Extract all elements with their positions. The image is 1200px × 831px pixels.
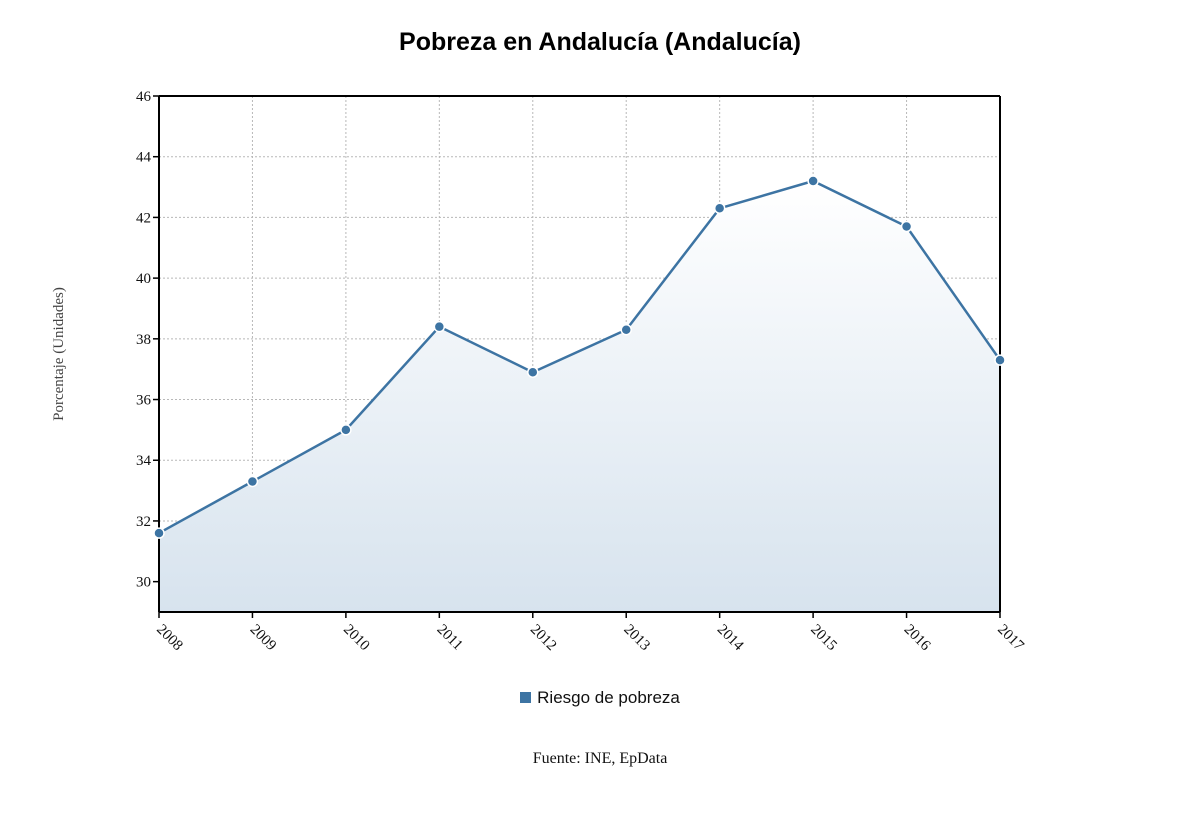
y-axis-ticks: 30 32 34 36 38 40 42 44 46 (136, 89, 159, 591)
x-axis-ticks: 2008 2009 2010 2011 2012 2013 2014 2015 2016 2017 (153, 612, 1027, 654)
source-note: Fuente: INE, EpData (532, 750, 668, 767)
data-point[interactable] (433, 320, 446, 333)
x-tick-label: 2013 (620, 622, 653, 655)
data-point[interactable] (527, 366, 539, 378)
axes (158, 95, 1001, 613)
data-point[interactable] (807, 175, 819, 187)
data-point[interactable] (713, 202, 726, 215)
chart-title: Pobreza en Andalucía (Andalucía) (399, 28, 801, 56)
y-axis-label: Porcentaje (Unidades) (51, 287, 67, 421)
y-tick-label: 30 (136, 575, 151, 591)
data-point[interactable] (620, 323, 632, 336)
x-tick-label: 2008 (153, 622, 186, 655)
x-tick-label: 2010 (340, 622, 373, 655)
legend-swatch (520, 692, 532, 703)
legend: Riesgo de pobreza (0, 688, 1200, 708)
data-point[interactable] (340, 424, 352, 436)
data-point[interactable] (153, 527, 165, 539)
x-tick-label: 2017 (994, 622, 1027, 655)
x-tick-label: 2012 (527, 622, 560, 655)
series-line (158, 179, 1002, 535)
y-tick-label: 46 (136, 89, 152, 105)
y-tick-label: 44 (136, 150, 152, 166)
data-points (153, 175, 1006, 539)
y-tick-label: 34 (136, 453, 152, 469)
y-tick-label: 38 (136, 332, 151, 348)
y-tick-label: 36 (136, 393, 152, 409)
series-area (159, 180, 1000, 613)
data-point[interactable] (994, 354, 1006, 366)
y-tick-label: 42 (136, 210, 151, 226)
y-tick-label: 40 (136, 271, 151, 287)
x-tick-label: 2014 (714, 622, 747, 655)
x-tick-label: 2016 (901, 622, 934, 655)
legend-label: Riesgo de pobreza (537, 688, 680, 707)
data-point[interactable] (246, 475, 259, 488)
x-tick-label: 2009 (247, 622, 280, 655)
x-tick-label: 2011 (434, 622, 466, 654)
y-tick-label: 32 (136, 514, 151, 530)
data-point[interactable] (900, 220, 913, 233)
x-tick-label: 2015 (807, 622, 840, 655)
